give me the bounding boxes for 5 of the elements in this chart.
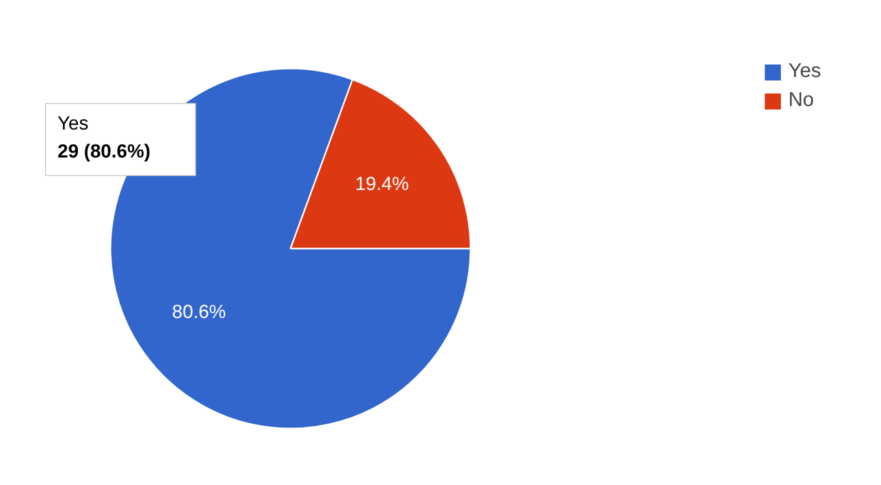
data-label: 80.6% [172, 302, 226, 323]
text: Yes 29 (80.6%) [58, 114, 150, 162]
legend-label: Yes [788, 60, 821, 83]
legend-label: No [788, 89, 814, 112]
data-label: 19.4% [355, 174, 410, 196]
